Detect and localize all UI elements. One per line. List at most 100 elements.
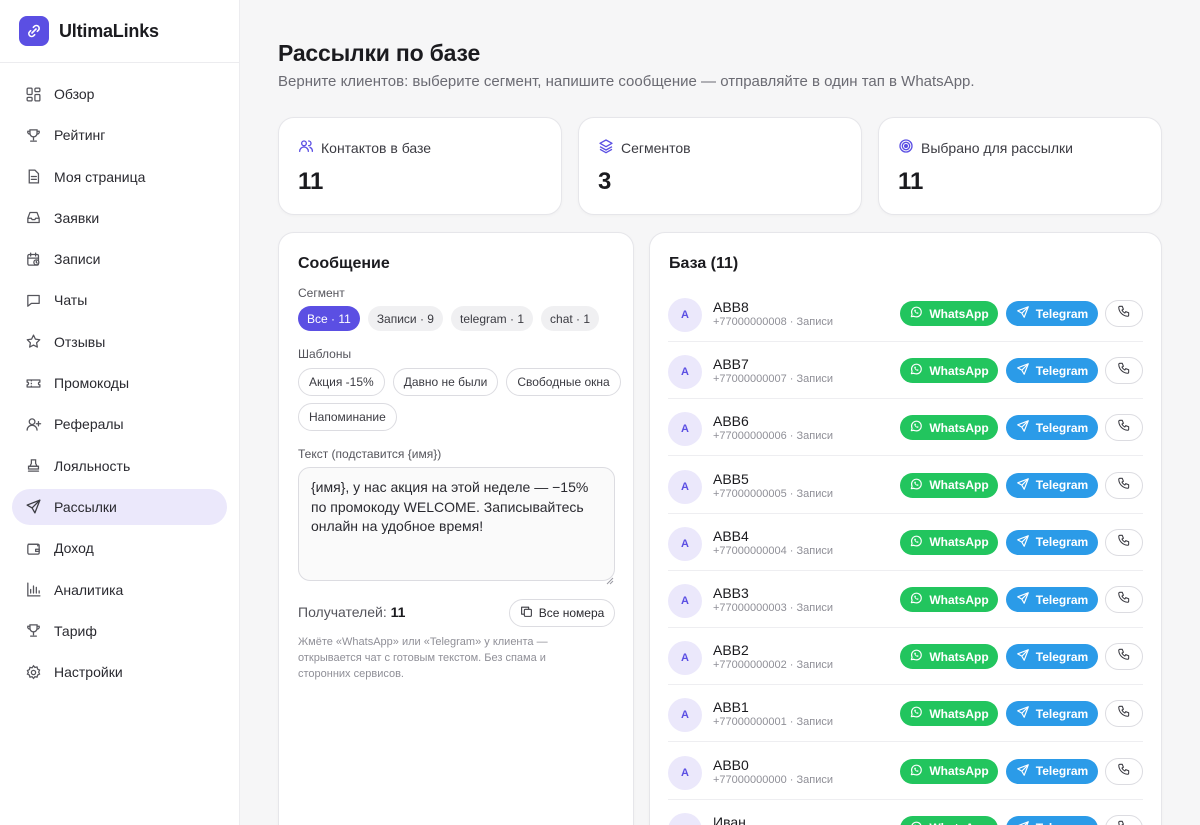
sidebar-item-referrals[interactable]: Рефералы bbox=[12, 406, 227, 442]
phone-icon bbox=[1117, 704, 1131, 723]
telegram-button[interactable]: Telegram bbox=[1006, 529, 1098, 555]
sidebar-item-rating[interactable]: Рейтинг bbox=[12, 117, 227, 153]
telegram-button[interactable]: Telegram bbox=[1006, 358, 1098, 384]
telegram-button[interactable]: Telegram bbox=[1006, 815, 1098, 825]
call-button[interactable] bbox=[1105, 814, 1143, 825]
call-button[interactable] bbox=[1105, 414, 1143, 442]
contact-row: А АВВ8 +77000000008 · Записи WhatsApp Telegr… bbox=[668, 285, 1143, 342]
whatsapp-icon bbox=[909, 419, 923, 436]
call-button[interactable] bbox=[1105, 357, 1143, 385]
stat-label: Контактов в базе bbox=[321, 139, 432, 156]
contact-row: А АВВ5 +77000000005 · Записи WhatsApp Telegr… bbox=[668, 457, 1143, 514]
dashboard-icon bbox=[24, 85, 42, 103]
whatsapp-button[interactable]: WhatsApp bbox=[900, 358, 998, 384]
sidebar-item-settings[interactable]: Настройки bbox=[12, 654, 227, 690]
sidebar-item-label: Заявки bbox=[54, 209, 100, 226]
whatsapp-button[interactable]: WhatsApp bbox=[900, 472, 998, 498]
whatsapp-button[interactable]: WhatsApp bbox=[900, 587, 998, 612]
whatsapp-button[interactable]: WhatsApp bbox=[900, 701, 998, 727]
sidebar-item-my-page[interactable]: Моя страница bbox=[12, 159, 227, 195]
whatsapp-button[interactable]: WhatsApp bbox=[900, 301, 998, 326]
brand-name: UltimaLinks bbox=[59, 20, 159, 41]
sidebar-item-reviews[interactable]: Отзывы bbox=[12, 324, 227, 360]
recipients-count: Получателей: 11 bbox=[298, 604, 405, 620]
sidebar-item-label: Чаты bbox=[54, 292, 88, 309]
call-button[interactable] bbox=[1105, 586, 1143, 613]
sidebar-item-requests[interactable]: Заявки bbox=[12, 200, 227, 236]
telegram-icon bbox=[1016, 305, 1030, 322]
call-button[interactable] bbox=[1105, 300, 1143, 327]
whatsapp-button[interactable]: WhatsApp bbox=[900, 529, 998, 555]
call-button[interactable] bbox=[1105, 528, 1143, 556]
telegram-icon bbox=[1016, 648, 1030, 665]
telegram-button[interactable]: Telegram bbox=[1006, 644, 1098, 670]
whatsapp-label: WhatsApp bbox=[929, 478, 989, 493]
sidebar-item-label: Отзывы bbox=[54, 333, 106, 350]
all-numbers-button[interactable]: Все номера bbox=[509, 599, 615, 627]
stamp-icon bbox=[24, 457, 42, 475]
telegram-label: Telegram bbox=[1035, 649, 1089, 664]
telegram-label: Telegram bbox=[1035, 764, 1089, 779]
contact-phone-meta: +77000000000 · Записи bbox=[713, 773, 834, 786]
telegram-label: Telegram bbox=[1035, 706, 1089, 721]
message-textarea[interactable]: {имя}, у нас акция на этой неделе — −15%… bbox=[298, 467, 615, 581]
sidebar-item-promocodes[interactable]: Промокоды bbox=[12, 365, 227, 401]
base-card-title: База (11) bbox=[669, 255, 739, 272]
template-chip[interactable]: Свободные окна bbox=[506, 368, 621, 396]
stat-value: 11 bbox=[898, 168, 924, 195]
stat-label: Выбрано для рассылки bbox=[921, 139, 1073, 156]
telegram-button[interactable]: Telegram bbox=[1006, 415, 1098, 441]
segment-chip-bookings[interactable]: Записи · 9 bbox=[367, 306, 443, 331]
whatsapp-button[interactable]: WhatsApp bbox=[900, 415, 998, 441]
telegram-button[interactable]: Telegram bbox=[1006, 472, 1098, 498]
sidebar-item-broadcasts[interactable]: Рассылки bbox=[12, 488, 227, 525]
inbox-icon bbox=[24, 209, 42, 227]
templates-label: Шаблоны bbox=[298, 347, 352, 361]
trophy-icon bbox=[24, 622, 42, 640]
segment-chip-telegram[interactable]: telegram · 1 bbox=[450, 306, 534, 331]
copy-icon bbox=[520, 605, 533, 621]
segment-chip-chat[interactable]: chat · 1 bbox=[541, 306, 600, 331]
whatsapp-button[interactable]: WhatsApp bbox=[900, 815, 998, 825]
call-button[interactable] bbox=[1105, 700, 1143, 728]
template-chip[interactable]: Давно не были bbox=[392, 368, 499, 396]
sidebar-item-income[interactable]: Доход bbox=[12, 530, 227, 566]
recipients-value: 11 bbox=[390, 604, 406, 620]
base-card: База (11) А АВВ8 +77000000008 · Записи What… bbox=[649, 232, 1162, 825]
whatsapp-button[interactable]: WhatsApp bbox=[900, 644, 998, 670]
telegram-button[interactable]: Telegram bbox=[1006, 301, 1098, 326]
sidebar-item-label: Тариф bbox=[54, 622, 97, 639]
brand[interactable]: UltimaLinks bbox=[0, 0, 239, 63]
whatsapp-button[interactable]: WhatsApp bbox=[900, 758, 998, 784]
sidebar-item-chats[interactable]: Чаты bbox=[12, 282, 227, 318]
sidebar-item-bookings[interactable]: Записи bbox=[12, 241, 227, 277]
phone-icon bbox=[1117, 533, 1131, 552]
sidebar-item-loyalty[interactable]: Лояльность bbox=[12, 448, 227, 484]
telegram-label: Telegram bbox=[1035, 363, 1089, 378]
telegram-button[interactable]: Telegram bbox=[1006, 758, 1098, 784]
contact-name: АВВ1 bbox=[713, 699, 749, 716]
template-chip[interactable]: Напоминание bbox=[298, 403, 397, 431]
call-button[interactable] bbox=[1105, 757, 1143, 785]
page-title: Рассылки по базе bbox=[278, 40, 481, 66]
sidebar-item-analytics[interactable]: Аналитика bbox=[12, 572, 227, 608]
telegram-label: Telegram bbox=[1035, 478, 1089, 493]
message-card-title: Сообщение bbox=[298, 255, 390, 272]
segment-chip-all[interactable]: Все · 11 bbox=[298, 306, 360, 331]
call-button[interactable] bbox=[1105, 471, 1143, 499]
sidebar-item-tariff[interactable]: Тариф bbox=[12, 613, 227, 649]
template-chip[interactable]: Акция -15% bbox=[298, 368, 385, 396]
call-button[interactable] bbox=[1105, 643, 1143, 671]
bar-chart-icon bbox=[24, 581, 42, 599]
avatar: А bbox=[668, 526, 702, 561]
sidebar-item-label: Рефералы bbox=[54, 416, 124, 433]
resize-handle-icon[interactable] bbox=[606, 572, 614, 585]
contact-phone-meta: +77000000002 · Записи bbox=[713, 659, 834, 672]
sidebar-item-label: Обзор bbox=[54, 86, 95, 102]
contact-row: А АВВ4 +77000000004 · Записи WhatsApp Telegr… bbox=[668, 514, 1143, 571]
telegram-button[interactable]: Telegram bbox=[1006, 701, 1098, 727]
telegram-button[interactable]: Telegram bbox=[1006, 587, 1098, 612]
sidebar-item-overview[interactable]: Обзор bbox=[12, 76, 227, 112]
telegram-icon bbox=[1016, 763, 1030, 780]
sidebar-item-label: Настройки bbox=[54, 664, 123, 681]
